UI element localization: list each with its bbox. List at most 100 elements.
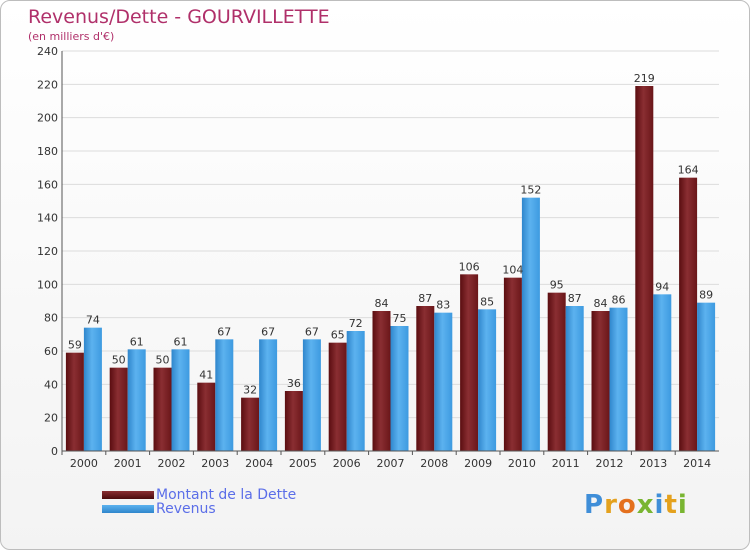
bar-dette: [109, 367, 128, 451]
bar-revenus: [521, 197, 540, 451]
data-label: 94: [655, 280, 669, 293]
data-label: 61: [174, 335, 188, 348]
x-tick-label: 2001: [114, 457, 142, 470]
data-label: 86: [612, 294, 626, 307]
data-label: 104: [502, 264, 523, 277]
y-tick-label: 120: [37, 245, 58, 258]
bar-revenus: [302, 339, 321, 451]
data-label: 152: [520, 184, 541, 197]
bar-dette: [503, 277, 522, 451]
bar-dette: [197, 382, 216, 451]
bar-dette: [591, 311, 610, 451]
x-tick-label: 2005: [289, 457, 317, 470]
bar-revenus: [697, 302, 716, 451]
data-label: 164: [678, 164, 699, 177]
x-tick-label: 2014: [683, 457, 711, 470]
bar-dette: [153, 367, 172, 451]
x-tick-label: 2006: [333, 457, 361, 470]
legend-label-revenus: Revenus: [156, 501, 216, 517]
x-tick-label: 2010: [508, 457, 536, 470]
x-tick-label: 2004: [245, 457, 273, 470]
data-label: 67: [217, 325, 231, 338]
y-tick-label: 160: [37, 178, 58, 191]
bar-revenus: [215, 339, 234, 451]
data-label: 36: [287, 377, 301, 390]
y-tick-label: 220: [37, 78, 58, 91]
y-tick-label: 20: [44, 412, 58, 425]
bar-dette: [679, 177, 698, 451]
bar-dette: [372, 311, 391, 451]
data-label: 65: [331, 329, 345, 342]
x-tick-label: 2008: [420, 457, 448, 470]
bar-revenus: [171, 349, 190, 451]
data-label: 74: [86, 314, 100, 327]
chart-title: Revenus/Dette - GOURVILLETTE: [28, 6, 330, 28]
y-tick-label: 180: [37, 145, 58, 158]
y-tick-label: 100: [37, 278, 58, 291]
bars: [65, 86, 716, 451]
data-label: 89: [699, 289, 713, 302]
y-tick-label: 0: [51, 445, 58, 458]
data-label: 84: [375, 297, 389, 310]
data-labels: 59 74 50 61 50 61 41 67 32 67 36 67 65 72 84 75 87 83 106 8…: [68, 72, 713, 397]
x-tick-labels: 2000 2001 2002 2003 2004 2005 2006 2007 2008 2009…: [61, 451, 711, 470]
x-tick-label: 2009: [464, 457, 492, 470]
data-label: 32: [243, 384, 257, 397]
y-tick-label: 60: [44, 345, 58, 358]
data-label: 95: [550, 279, 564, 292]
x-tick-label: 2012: [596, 457, 624, 470]
legend-swatch-dette: [102, 491, 154, 499]
y-tick-label: 200: [37, 112, 58, 125]
bar-revenus: [653, 294, 672, 451]
x-tick-label: 2003: [201, 457, 229, 470]
bar-dette: [547, 292, 566, 451]
bar-revenus: [346, 331, 365, 451]
bar-revenus: [390, 326, 409, 451]
x-tick-label: 2013: [639, 457, 667, 470]
data-label: 50: [112, 354, 126, 367]
bar-revenus: [609, 307, 628, 451]
data-label: 83: [436, 299, 450, 312]
axes: [61, 51, 719, 452]
bar-revenus: [565, 306, 584, 451]
data-label: 72: [349, 317, 363, 330]
data-label: 87: [568, 292, 582, 305]
data-label: 61: [130, 335, 144, 348]
data-label: 219: [634, 72, 655, 85]
chart-subtitle: (en milliers d'€): [28, 30, 115, 43]
data-label: 67: [261, 325, 275, 338]
bar-dette: [284, 391, 303, 451]
legend-label-dette: Montant de la Dette: [156, 487, 297, 503]
x-tick-label: 2002: [158, 457, 186, 470]
bar-revenus: [259, 339, 278, 451]
data-label: 106: [459, 260, 480, 273]
proxiti-logo: Proxiti: [584, 490, 688, 520]
data-label: 85: [480, 295, 494, 308]
data-label: 41: [199, 369, 213, 382]
legend-item-dette: Montant de la Dette: [102, 487, 297, 503]
bar-revenus: [434, 312, 453, 451]
data-label: 84: [594, 297, 608, 310]
bar-dette: [416, 306, 435, 451]
data-label: 59: [68, 339, 82, 352]
bar-dette: [328, 342, 347, 451]
bar-dette: [460, 274, 479, 451]
data-label: 75: [393, 312, 407, 325]
bar-dette: [635, 86, 654, 451]
data-label: 50: [156, 354, 170, 367]
legend-swatch-revenus: [102, 505, 154, 513]
bar-revenus: [478, 309, 497, 451]
data-label: 87: [418, 292, 432, 305]
bar-revenus: [83, 327, 102, 451]
legend-item-revenus: Revenus: [102, 501, 216, 517]
y-tick-label: 240: [37, 45, 58, 58]
x-tick-label: 2000: [70, 457, 98, 470]
data-label: 67: [305, 325, 319, 338]
x-tick-label: 2011: [552, 457, 580, 470]
y-tick-labels: 0 20 40 60 80 100 120 140 160 180 200 220 240: [37, 45, 58, 458]
bar-dette: [241, 397, 260, 451]
bar-revenus: [127, 349, 146, 451]
y-tick-label: 40: [44, 378, 58, 391]
